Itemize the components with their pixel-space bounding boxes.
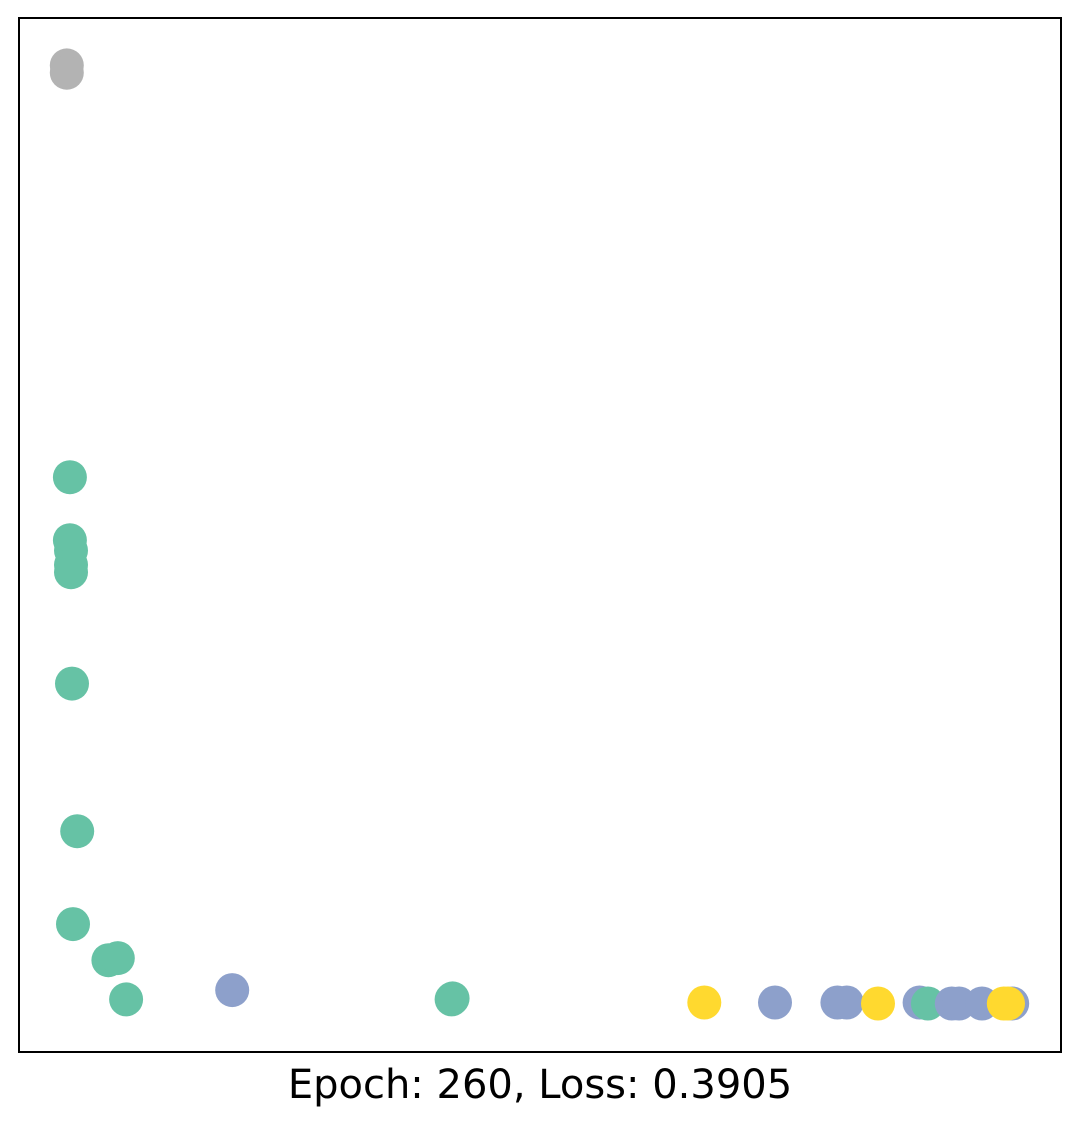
scatter-point-blue (215, 973, 250, 1008)
scatter-point-teal (55, 666, 89, 701)
scatter-point-teal (435, 981, 470, 1016)
scatter-point-teal (109, 982, 144, 1017)
scatter-point-teal (56, 907, 90, 942)
scatter-point-teal (100, 941, 135, 976)
scatter-point-teal (52, 460, 87, 495)
scatter-point-blue (758, 985, 792, 1020)
x-axis-label: Epoch: 260, Loss: 0.3905 (288, 1062, 792, 1108)
scatter-point-teal (54, 555, 88, 590)
scatter-point-yellow (861, 986, 895, 1021)
scatter-point-gray (49, 55, 84, 90)
scatter-point-yellow (687, 985, 722, 1020)
scatter-point-yellow (991, 986, 1025, 1021)
scatter-point-blue (829, 985, 864, 1020)
scatter-point-teal (60, 814, 95, 849)
points-layer (49, 48, 1030, 1021)
scatter-point-teal (910, 986, 945, 1021)
plot-frame (18, 17, 1062, 1053)
